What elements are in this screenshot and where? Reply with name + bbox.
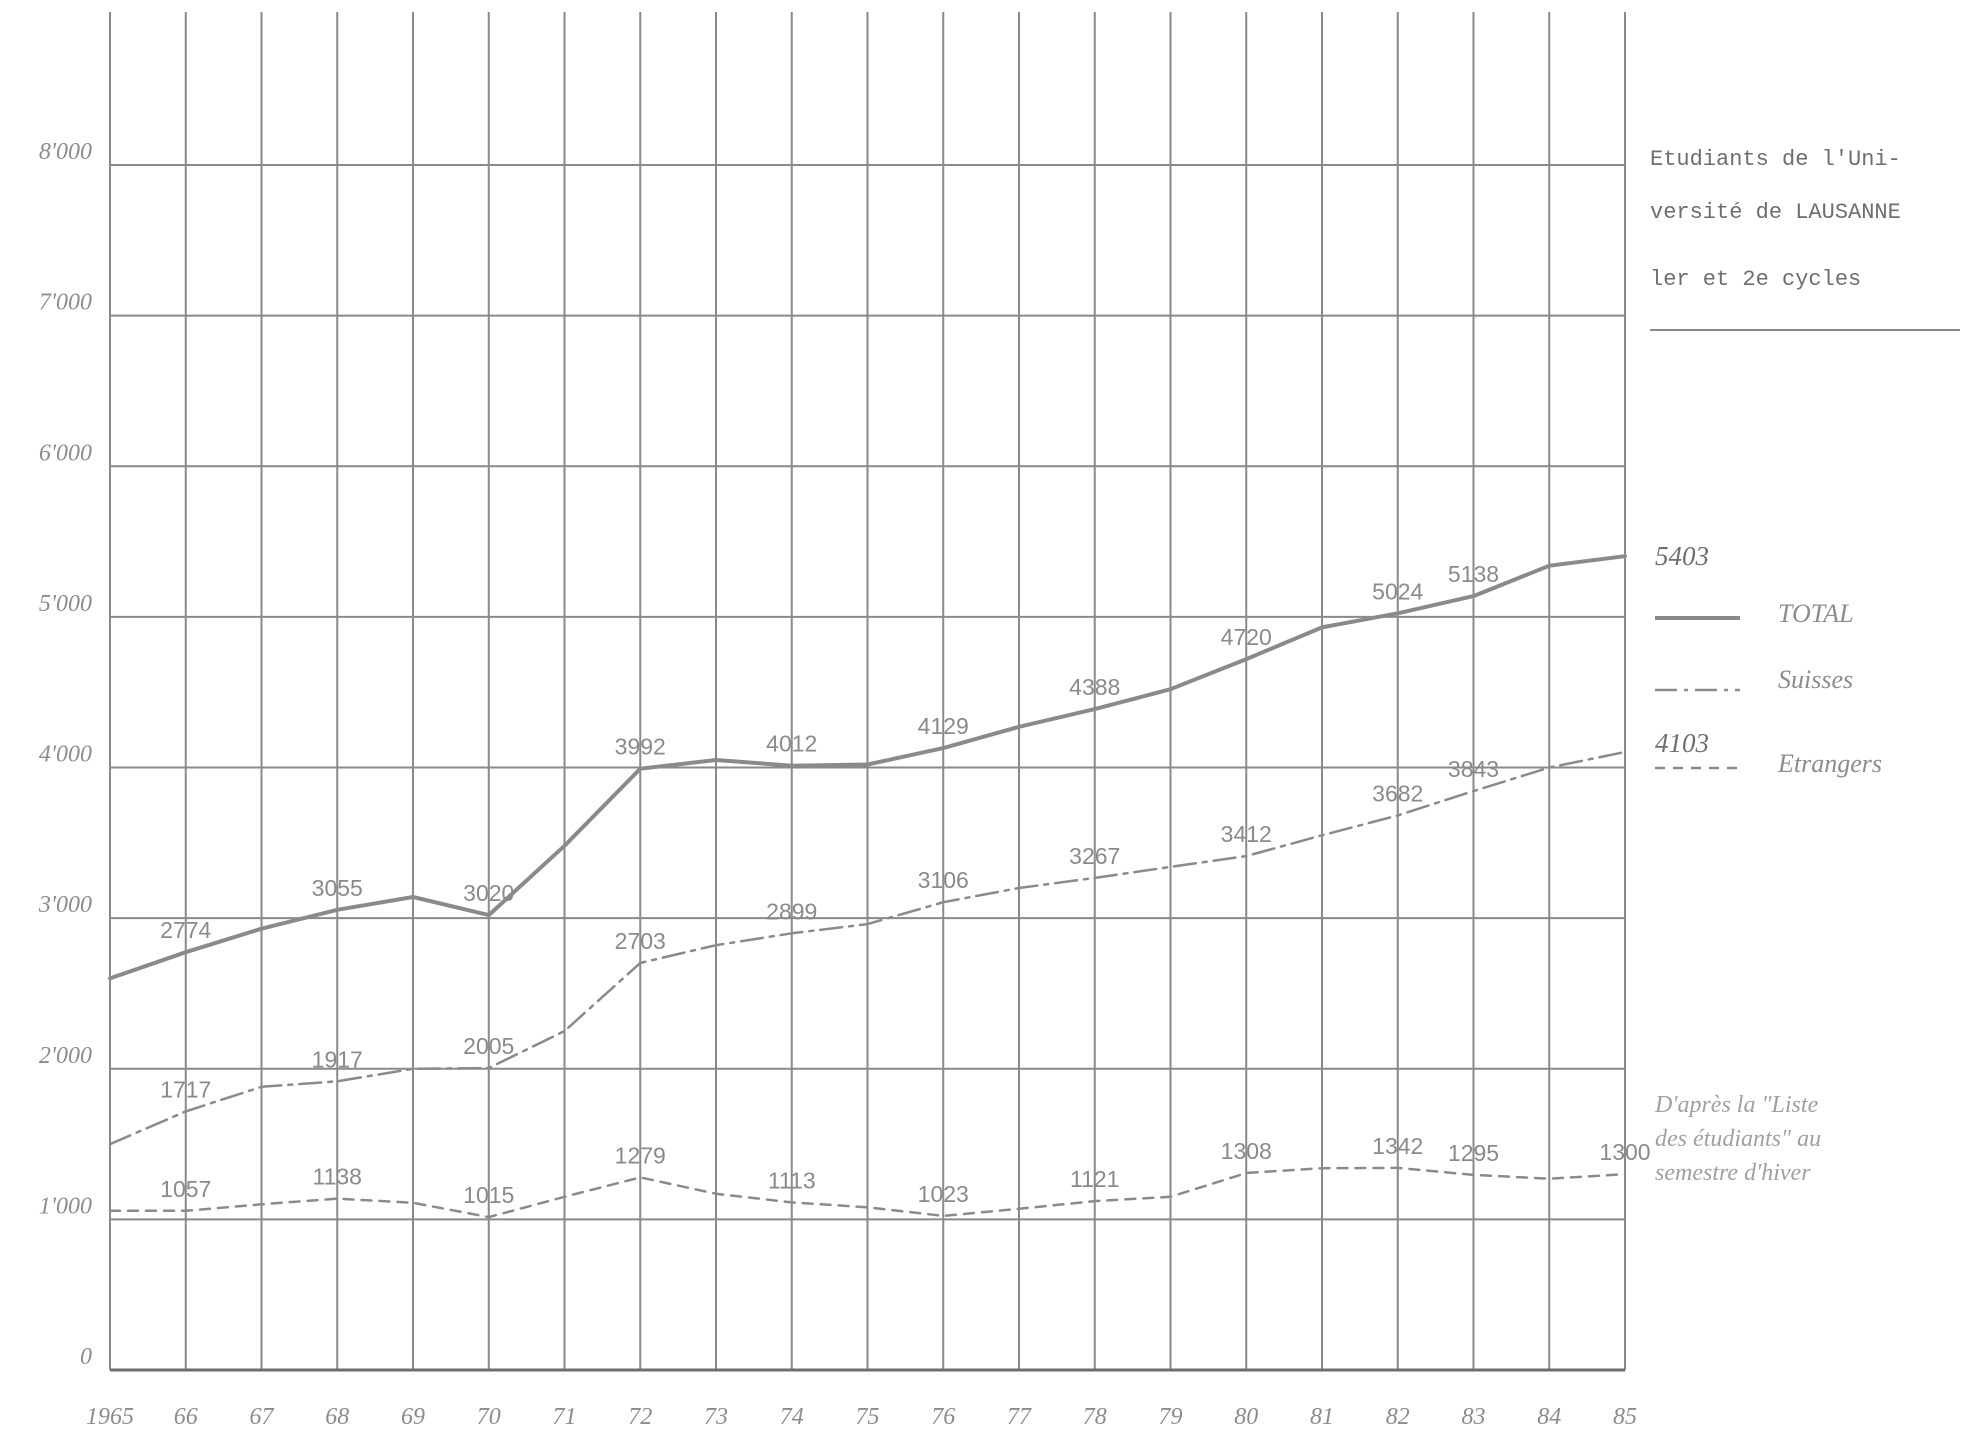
x-tick-label: 70	[477, 1404, 501, 1430]
x-tick-label: 74	[780, 1404, 804, 1430]
source-note: D'après la "Liste des étudiants" au seme…	[1654, 1092, 1821, 1186]
data-label: 5138	[1448, 561, 1499, 587]
data-label: 3843	[1448, 756, 1499, 782]
x-tick-label: 79	[1159, 1404, 1183, 1430]
x-tick-label: 68	[325, 1404, 349, 1430]
series-line-suisses	[108, 750, 1627, 1146]
data-label: 4720	[1221, 624, 1272, 650]
x-tick-label: 71	[553, 1404, 577, 1430]
data-label: 4129	[918, 713, 969, 739]
y-tick-label: 4'000	[39, 742, 92, 768]
title-line-2: versité de LAUSANNE	[1650, 200, 1901, 225]
data-label: 1015	[463, 1182, 514, 1208]
data-label: 2899	[766, 898, 817, 924]
data-label: 1279	[615, 1142, 666, 1168]
y-tick-label: 3'000	[38, 892, 92, 918]
y-tick-label: 1'000	[39, 1193, 92, 1219]
series-lines	[108, 554, 1627, 1219]
data-label: 4388	[1069, 674, 1120, 700]
data-label: 2703	[615, 928, 666, 954]
y-tick-label: 7'000	[39, 290, 92, 316]
data-label: 1023	[918, 1181, 969, 1207]
data-label: 3412	[1221, 821, 1272, 847]
chart-title: Etudiants de l'Uni- versité de LAUSANNE …	[1650, 147, 1960, 331]
y-tick-label: 5'000	[39, 591, 92, 617]
x-tick-label: 83	[1462, 1404, 1486, 1430]
x-tick-label: 85	[1613, 1404, 1637, 1430]
data-label: 1308	[1221, 1138, 1272, 1164]
series-line-etrangers	[108, 1166, 1627, 1219]
x-tick-label: 1965	[86, 1404, 134, 1430]
x-tick-label: 84	[1537, 1404, 1561, 1430]
legend-label-suisses: Suisses	[1778, 665, 1853, 694]
source-line-1: D'après la "Liste	[1654, 1092, 1819, 1118]
data-label: 1138	[313, 1164, 362, 1190]
source-line-2: des étudiants" au	[1655, 1126, 1821, 1152]
x-tick-label: 75	[856, 1404, 880, 1430]
data-label: 1717	[160, 1076, 211, 1102]
data-label: 2005	[463, 1033, 514, 1059]
y-tick-label: 8'000	[39, 139, 92, 165]
data-label: 1917	[312, 1046, 363, 1072]
source-line-3: semestre d'hiver	[1655, 1160, 1811, 1186]
data-label: 3106	[918, 867, 969, 893]
x-tick-label: 78	[1083, 1404, 1107, 1430]
axis-ticks: 0 1'000 2'000 3'000 4'000 5'000 6'000 7'000 8'00…	[38, 139, 1637, 1430]
legend-value-total: 5403	[1655, 541, 1709, 571]
legend-value-suisses: 4103	[1655, 728, 1709, 758]
data-label: 1342	[1372, 1133, 1423, 1159]
data-label: 3682	[1372, 780, 1423, 806]
data-label: 1300	[1599, 1139, 1650, 1165]
y-tick-label: 0	[80, 1344, 92, 1370]
x-tick-label: 77	[1007, 1404, 1032, 1430]
data-label: 3020	[463, 880, 514, 906]
data-label: 3992	[615, 734, 666, 760]
series-line-total	[108, 554, 1627, 981]
legend-label-total: TOTAL	[1778, 599, 1854, 628]
y-tick-label: 2'000	[39, 1043, 92, 1069]
data-label: 1113	[768, 1167, 816, 1193]
x-tick-label: 76	[931, 1404, 955, 1430]
x-tick-label: 67	[250, 1404, 275, 1430]
x-tick-label: 80	[1234, 1404, 1258, 1430]
y-tick-label: 6'000	[39, 440, 92, 466]
data-label: 1121	[1070, 1166, 1119, 1192]
legend: 5403 TOTAL Suisses 4103 Etrangers	[1655, 541, 1882, 778]
title-line-1: Etudiants de l'Uni-	[1650, 147, 1901, 172]
data-label: 1057	[160, 1176, 211, 1202]
data-labels: 2774 3055 3020 3992 4012 4129 4388 4720 5024 5138…	[160, 561, 1650, 1208]
x-tick-label: 73	[704, 1404, 728, 1430]
data-label: 1295	[1448, 1140, 1499, 1166]
grid	[109, 12, 1626, 1372]
legend-label-etrangers: Etrangers	[1777, 749, 1882, 778]
data-label: 3267	[1069, 843, 1120, 869]
data-label: 4012	[766, 731, 817, 757]
x-tick-label: 72	[628, 1404, 652, 1430]
data-label: 5024	[1372, 578, 1423, 604]
data-label: 3055	[312, 875, 363, 901]
x-tick-label: 69	[401, 1404, 425, 1430]
data-label: 2774	[160, 917, 211, 943]
title-line-3: ler et 2e cycles	[1650, 267, 1861, 292]
x-tick-label: 81	[1310, 1404, 1334, 1430]
x-tick-label: 82	[1386, 1404, 1410, 1430]
x-tick-label: 66	[174, 1404, 198, 1430]
